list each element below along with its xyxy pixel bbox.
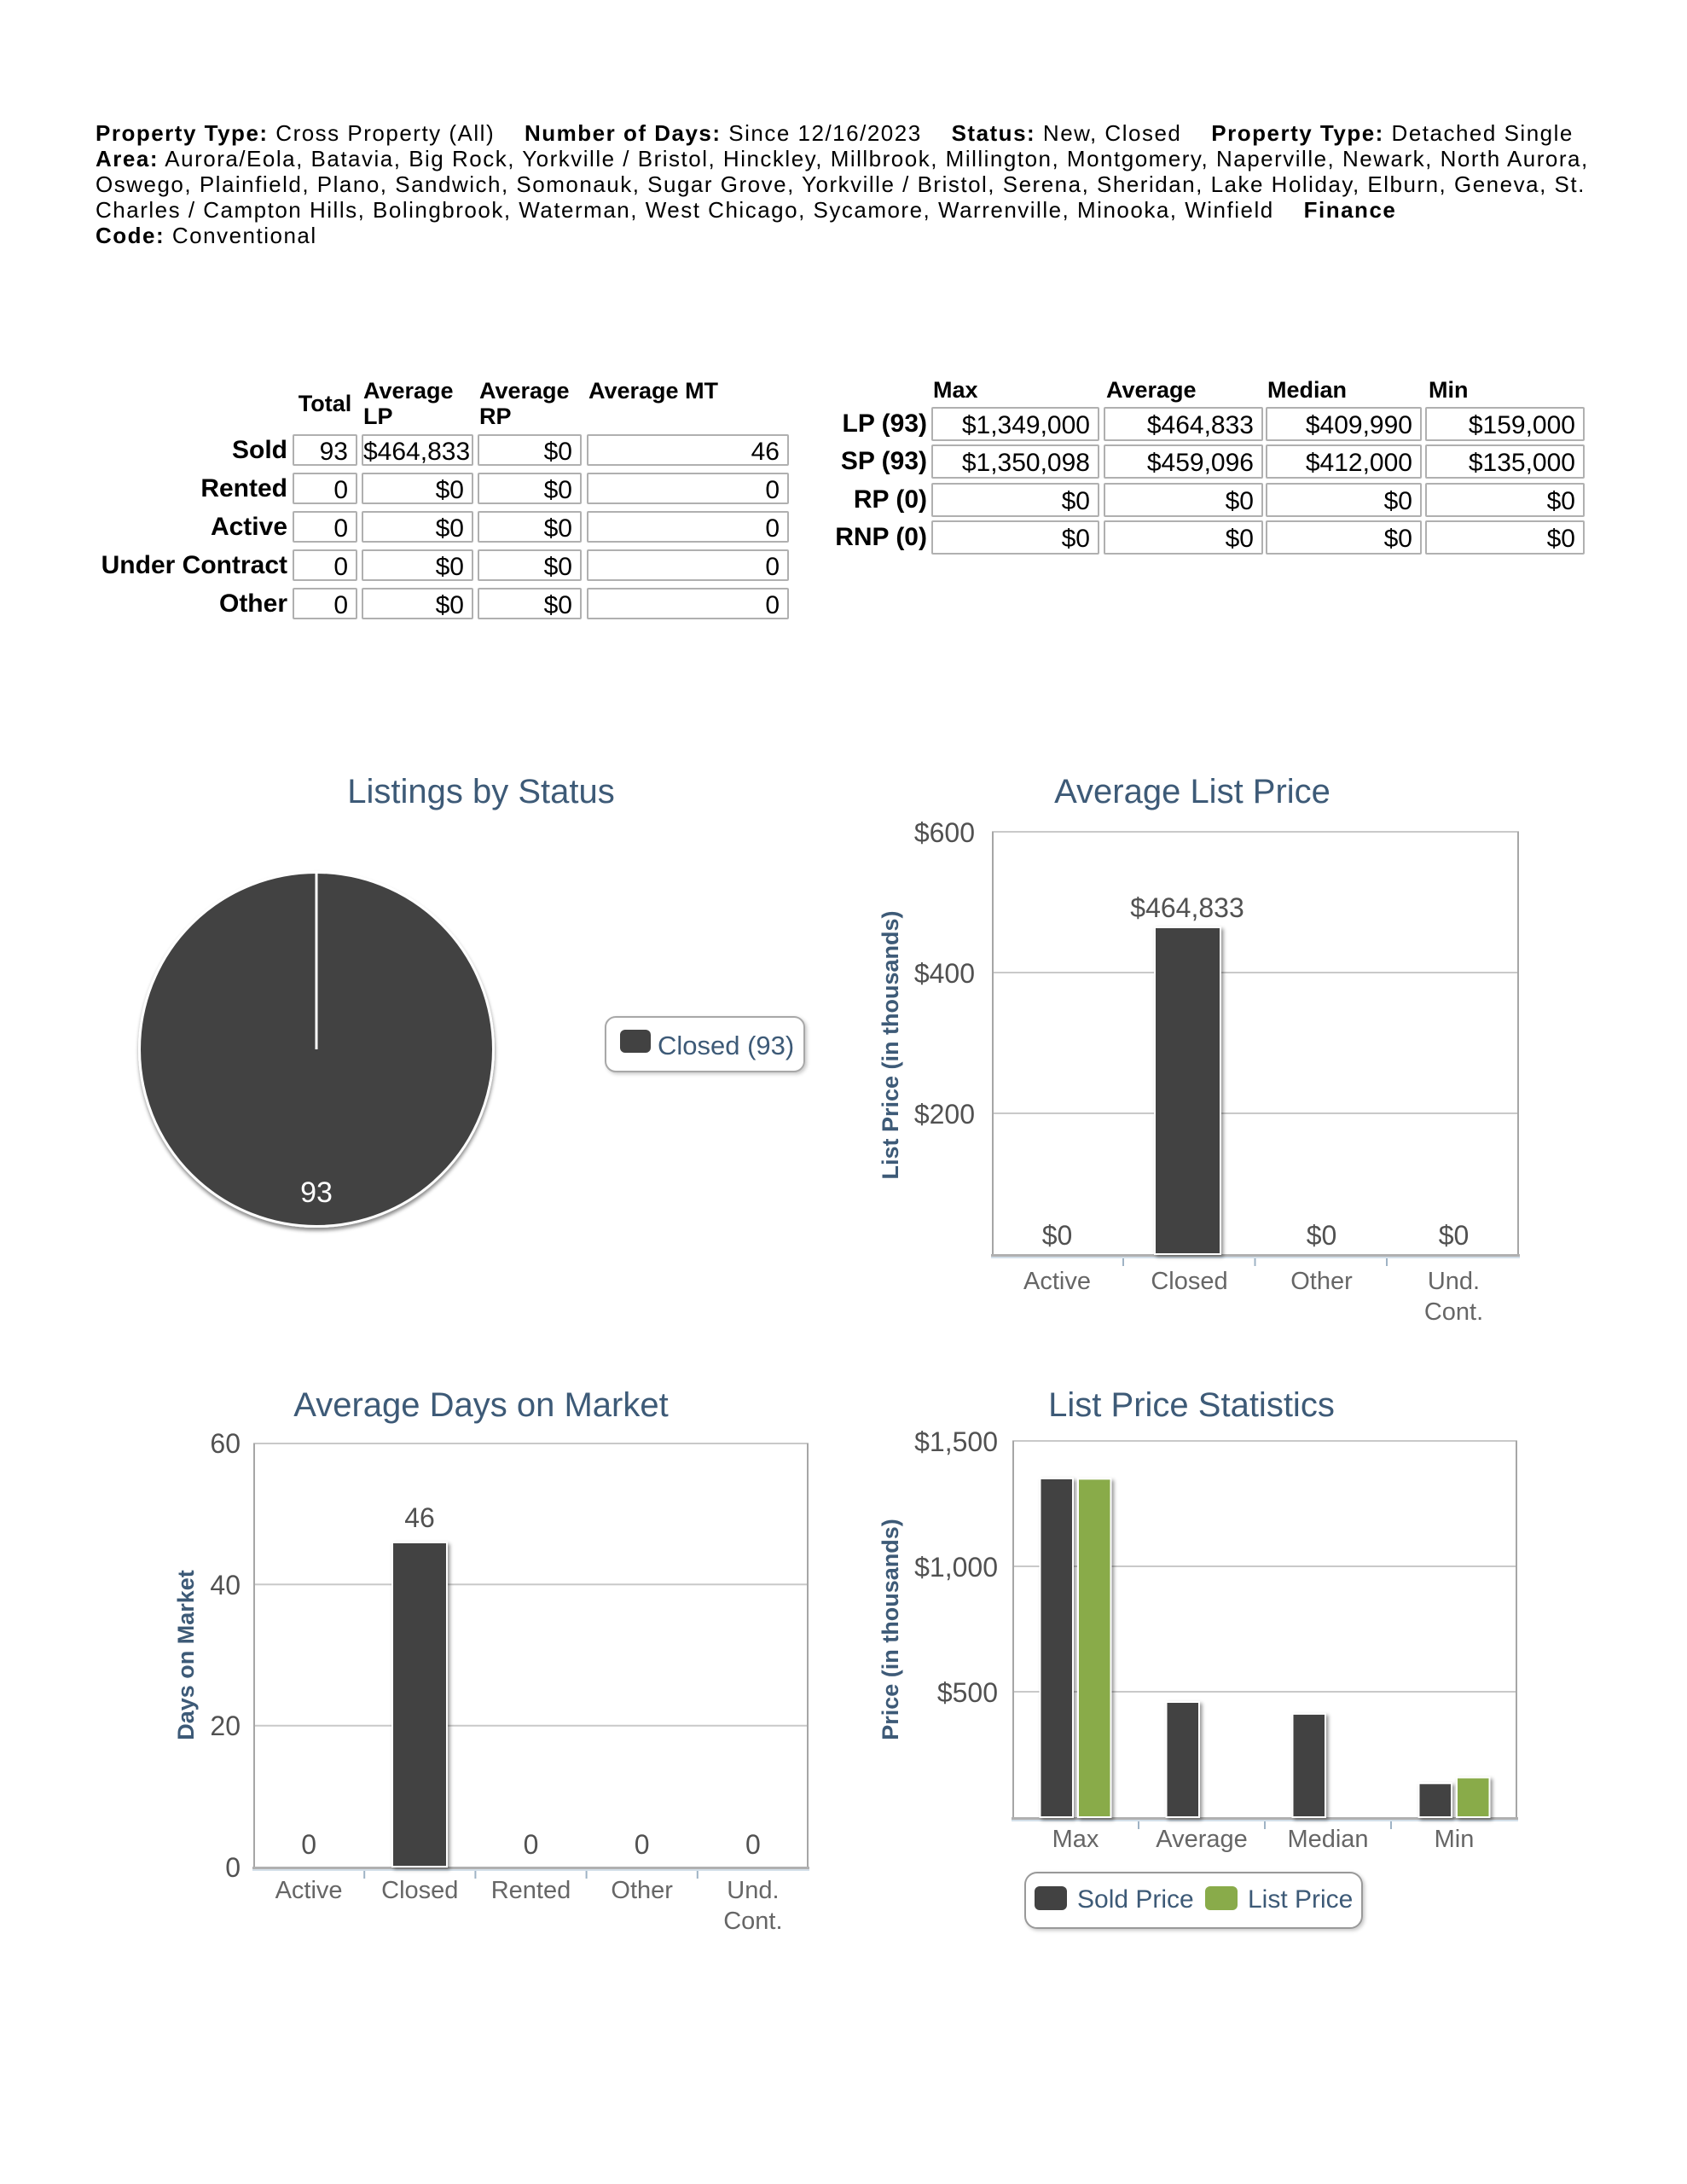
svg-text:Other: Other [1290,1268,1353,1295]
svg-text:$600: $600 [914,817,975,848]
svg-text:60: 60 [210,1428,241,1459]
svg-text:Average Days on Market: Average Days on Market [293,1386,668,1424]
svg-text:Active: Active [275,1877,343,1904]
svg-text:93: 93 [300,1176,333,1209]
svg-text:Median: Median [1287,1826,1368,1853]
svg-text:List Price (in thousands): List Price (in thousands) [878,910,903,1179]
svg-text:$464,833: $464,833 [1130,892,1244,923]
svg-text:Closed (93): Closed (93) [658,1031,794,1060]
svg-text:Listings by Status: Listings by Status [347,773,615,810]
svg-text:Cont.: Cont. [723,1908,782,1935]
svg-text:$400: $400 [914,958,975,989]
svg-text:Sold Price: Sold Price [1077,1885,1194,1914]
svg-text:Other: Other [611,1877,673,1904]
svg-text:Closed: Closed [381,1877,458,1904]
svg-text:0: 0 [524,1829,539,1860]
svg-text:Active: Active [1023,1268,1091,1295]
svg-text:20: 20 [210,1711,241,1741]
svg-text:Und.: Und. [1428,1268,1480,1295]
svg-text:0: 0 [745,1829,761,1860]
svg-text:0: 0 [225,1852,241,1883]
svg-text:0: 0 [301,1829,316,1860]
svg-text:$0: $0 [1042,1220,1073,1251]
svg-text:Average: Average [1156,1826,1248,1853]
svg-text:Price (in thousands): Price (in thousands) [878,1519,903,1740]
svg-text:Closed: Closed [1151,1268,1227,1295]
svg-text:40: 40 [210,1570,241,1600]
svg-text:46: 46 [404,1502,435,1533]
svg-text:Days on Market: Days on Market [173,1570,199,1740]
svg-text:Cont.: Cont. [1424,1298,1483,1326]
svg-text:Average List Price: Average List Price [1054,773,1330,810]
svg-text:$1,500: $1,500 [914,1426,998,1457]
svg-text:List Price Statistics: List Price Statistics [1048,1386,1335,1424]
svg-text:$0: $0 [1307,1220,1337,1251]
svg-text:$0: $0 [1439,1220,1470,1251]
svg-text:Max: Max [1052,1826,1099,1853]
svg-text:Und.: Und. [727,1877,779,1904]
svg-text:0: 0 [635,1829,650,1860]
svg-text:Rented: Rented [491,1877,571,1904]
svg-text:List Price: List Price [1248,1885,1353,1914]
svg-text:Min: Min [1435,1826,1475,1853]
svg-text:$500: $500 [937,1677,998,1708]
svg-text:$1,000: $1,000 [914,1552,998,1583]
svg-text:$200: $200 [914,1099,975,1130]
